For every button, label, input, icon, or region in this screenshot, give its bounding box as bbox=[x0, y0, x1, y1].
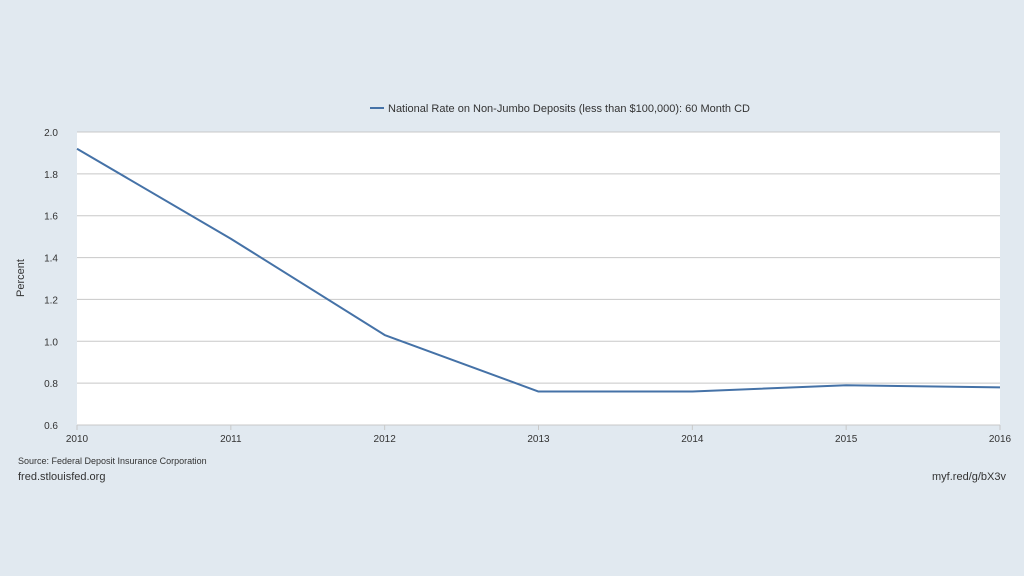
data-point[interactable] bbox=[686, 386, 698, 398]
x-tick-label: 2014 bbox=[681, 434, 704, 445]
y-tick-label: 2.0 bbox=[44, 128, 58, 139]
site-link[interactable]: fred.stlouisfed.org bbox=[18, 471, 106, 483]
legend-label: National Rate on Non-Jumbo Deposits (les… bbox=[388, 103, 750, 115]
gridlines bbox=[77, 131, 1000, 384]
series-line[interactable] bbox=[76, 147, 1001, 393]
x-tick-label: 2016 bbox=[989, 434, 1012, 445]
source-note: Source: Federal Deposit Insurance Corpor… bbox=[18, 456, 207, 466]
y-tick-label: 1.2 bbox=[44, 295, 58, 306]
x-tick-label: 2012 bbox=[374, 434, 397, 445]
data-point[interactable] bbox=[840, 379, 852, 391]
y-tick-label: 0.6 bbox=[44, 421, 58, 432]
data-point[interactable] bbox=[225, 233, 237, 245]
data-point[interactable] bbox=[379, 329, 391, 341]
x-tick-label: 2010 bbox=[66, 434, 89, 445]
y-tick-label: 0.8 bbox=[44, 379, 58, 390]
x-tick-label: 2015 bbox=[835, 434, 858, 445]
data-point[interactable] bbox=[533, 386, 545, 398]
axes: 0.6 0.8 1.0 1.2 1.4 1.6 1.8 2.0 2010 2011 2012 2013… bbox=[44, 128, 1011, 445]
y-tick-label: 1.0 bbox=[44, 337, 58, 348]
y-axis-title: Percent bbox=[15, 259, 27, 297]
plot-area bbox=[77, 132, 1000, 425]
x-tick-label: 2013 bbox=[527, 434, 550, 445]
y-tick-label: 1.6 bbox=[44, 212, 58, 223]
x-tick-label: 2011 bbox=[220, 434, 242, 445]
y-tick-label: 1.4 bbox=[44, 254, 58, 265]
legend[interactable]: National Rate on Non-Jumbo Deposits (les… bbox=[370, 103, 750, 115]
short-url-link[interactable]: myf.red/g/bX3v bbox=[932, 471, 1006, 483]
data-point[interactable] bbox=[994, 381, 1006, 393]
series-layer bbox=[71, 143, 1006, 398]
data-point[interactable] bbox=[71, 143, 83, 155]
y-tick-label: 1.8 bbox=[44, 170, 58, 181]
